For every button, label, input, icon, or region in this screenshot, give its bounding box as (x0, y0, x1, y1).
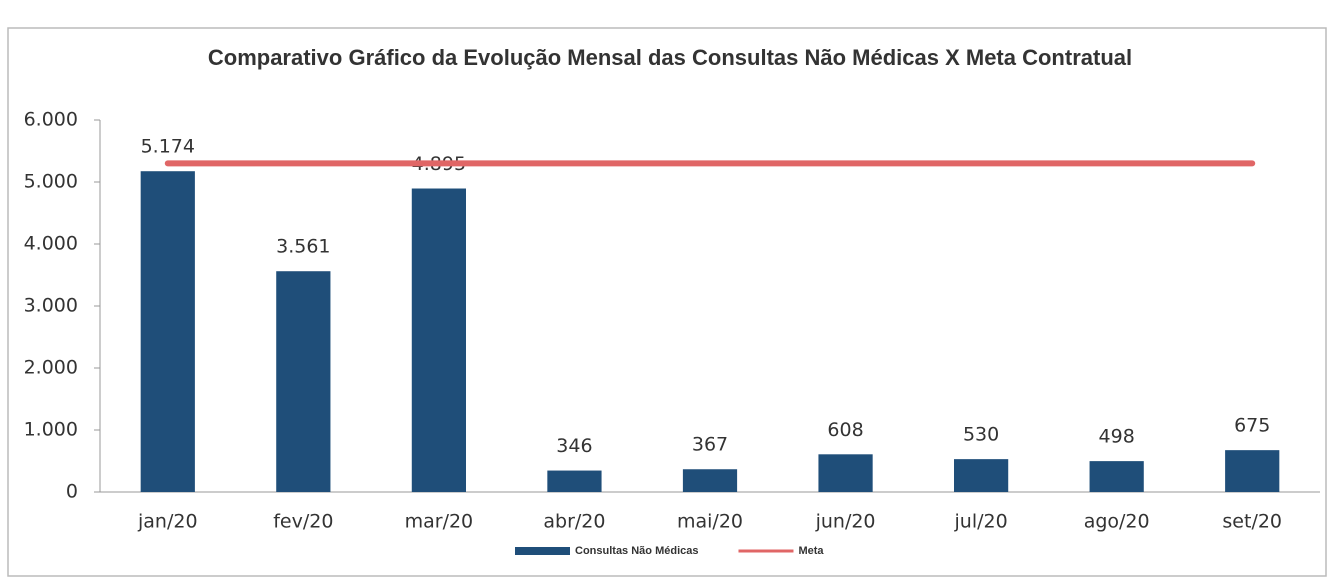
x-tick-label: ago/20 (1084, 511, 1150, 533)
data-label: 530 (963, 424, 999, 446)
y-tick-label: 2.000 (24, 357, 78, 379)
y-tick-label: 3.000 (24, 295, 78, 317)
bar (954, 459, 1009, 492)
y-tick-label: 5.000 (24, 171, 78, 193)
data-label: 608 (827, 419, 863, 441)
legend-swatch (515, 547, 570, 555)
x-tick-label: fev/20 (273, 511, 333, 533)
data-label: 367 (692, 434, 728, 456)
x-tick-label: set/20 (1222, 511, 1282, 533)
data-label: 498 (1099, 426, 1135, 448)
y-tick-label: 0 (66, 481, 78, 503)
bar (140, 171, 195, 492)
data-label: 346 (556, 435, 592, 457)
y-tick-label: 4.000 (24, 233, 78, 255)
legend-label: Meta (798, 545, 824, 557)
bar (276, 271, 331, 492)
y-tick-label: 1.000 (24, 419, 78, 441)
legend-label: Consultas Não Médicas (575, 545, 698, 557)
data-label: 3.561 (276, 236, 330, 258)
x-tick-label: mai/20 (677, 511, 743, 533)
data-label: 5.174 (141, 136, 195, 158)
chart-title: Comparativo Gráfico da Evolução Mensal d… (207, 45, 1133, 70)
x-tick-label: mar/20 (405, 511, 474, 533)
data-label: 675 (1234, 415, 1270, 437)
bar (682, 469, 738, 492)
bar (1225, 450, 1280, 492)
x-tick-label: jul/20 (954, 511, 1008, 533)
y-tick-label: 6.000 (24, 109, 78, 131)
bar (547, 470, 602, 492)
x-tick-label: jun/20 (815, 511, 876, 533)
chart-border (7, 27, 1327, 577)
bar (1089, 461, 1144, 492)
x-tick-label: abr/20 (543, 511, 605, 533)
bar (411, 188, 466, 492)
bar (818, 454, 873, 492)
x-tick-label: jan/20 (137, 511, 198, 533)
